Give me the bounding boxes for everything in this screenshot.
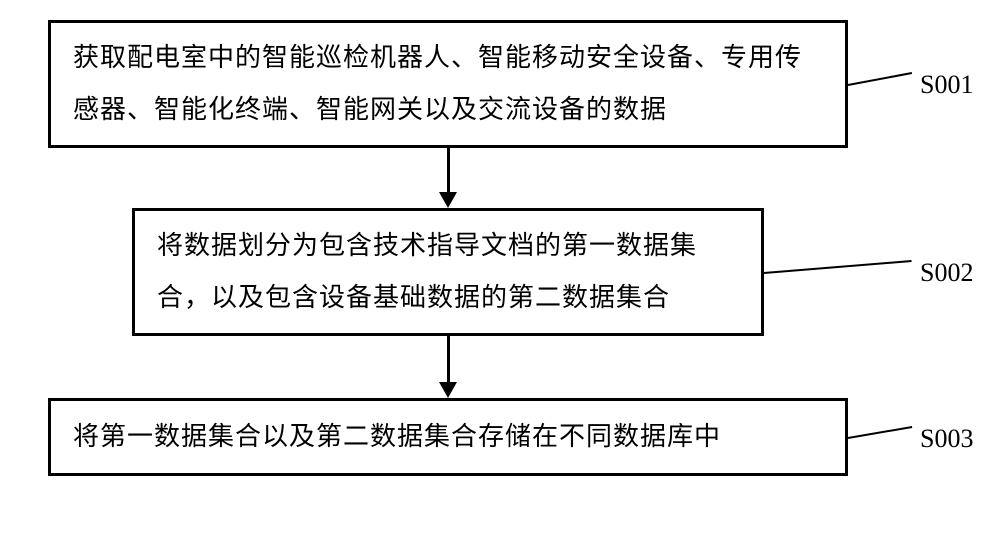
step-text-s003: 将第一数据集合以及第二数据集合存储在不同数据库中 [73,411,823,463]
connector-1 [447,148,450,194]
callout-s002 [764,260,912,274]
flowchart: { "layout": { "canvas": { "w": 1000, "h"… [0,0,1000,536]
step-box-s001: 获取配电室中的智能巡检机器人、智能移动安全设备、专用传感器、智能化终端、智能网关… [48,20,848,148]
callout-s001 [848,72,912,86]
arrowhead-1 [439,192,457,208]
step-label-s002: S002 [920,258,973,288]
step-text-s002: 将数据划分为包含技术指导文档的第一数据集合，以及包含设备基础数据的第二数据集合 [157,220,739,324]
step-text-s001: 获取配电室中的智能巡检机器人、智能移动安全设备、专用传感器、智能化终端、智能网关… [73,32,823,136]
step-box-s002: 将数据划分为包含技术指导文档的第一数据集合，以及包含设备基础数据的第二数据集合 [132,208,764,336]
step-label-s003: S003 [920,424,973,454]
step-box-s003: 将第一数据集合以及第二数据集合存储在不同数据库中 [48,398,848,476]
callout-s003 [848,426,912,439]
step-label-s001: S001 [920,70,973,100]
arrowhead-2 [439,382,457,398]
connector-2 [447,336,450,384]
